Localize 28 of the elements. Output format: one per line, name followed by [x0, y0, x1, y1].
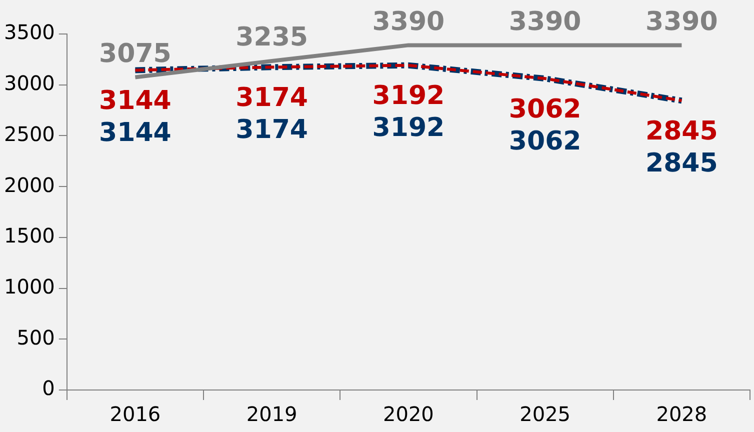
x-tick-label: 2016 — [110, 402, 161, 426]
data-label: 3075 — [99, 38, 172, 69]
y-tick-label: 2000 — [4, 172, 55, 197]
y-tick-label: 1000 — [4, 274, 55, 298]
y-tick-label: 3000 — [4, 71, 55, 96]
data-label: 3144 — [99, 86, 172, 116]
x-tick-label: 2020 — [382, 402, 434, 426]
data-label: 3192 — [372, 81, 445, 112]
data-label: 3192 — [372, 113, 445, 144]
data-label: 2845 — [646, 116, 718, 146]
y-tick-label: 2500 — [4, 122, 55, 146]
data-label: 3390 — [508, 6, 582, 37]
y-tick-label: 1500 — [4, 224, 55, 248]
data-label: 3144 — [99, 118, 172, 148]
data-label: 3174 — [236, 82, 308, 113]
x-tick-label: 2025 — [520, 402, 571, 426]
data-label: 3235 — [236, 22, 308, 53]
data-label: 3390 — [372, 6, 445, 37]
y-tick-label: 500 — [16, 325, 55, 350]
data-label: 3390 — [646, 6, 718, 37]
x-tick-label: 2019 — [246, 402, 298, 426]
data-label: 3062 — [508, 94, 582, 124]
x-tick-label: 2028 — [656, 402, 708, 426]
y-tick-label: 0 — [42, 376, 55, 400]
data-label: 2845 — [646, 148, 718, 178]
data-label: 3174 — [236, 114, 308, 145]
y-tick-label: 3500 — [4, 20, 55, 44]
data-label: 3062 — [508, 126, 582, 156]
